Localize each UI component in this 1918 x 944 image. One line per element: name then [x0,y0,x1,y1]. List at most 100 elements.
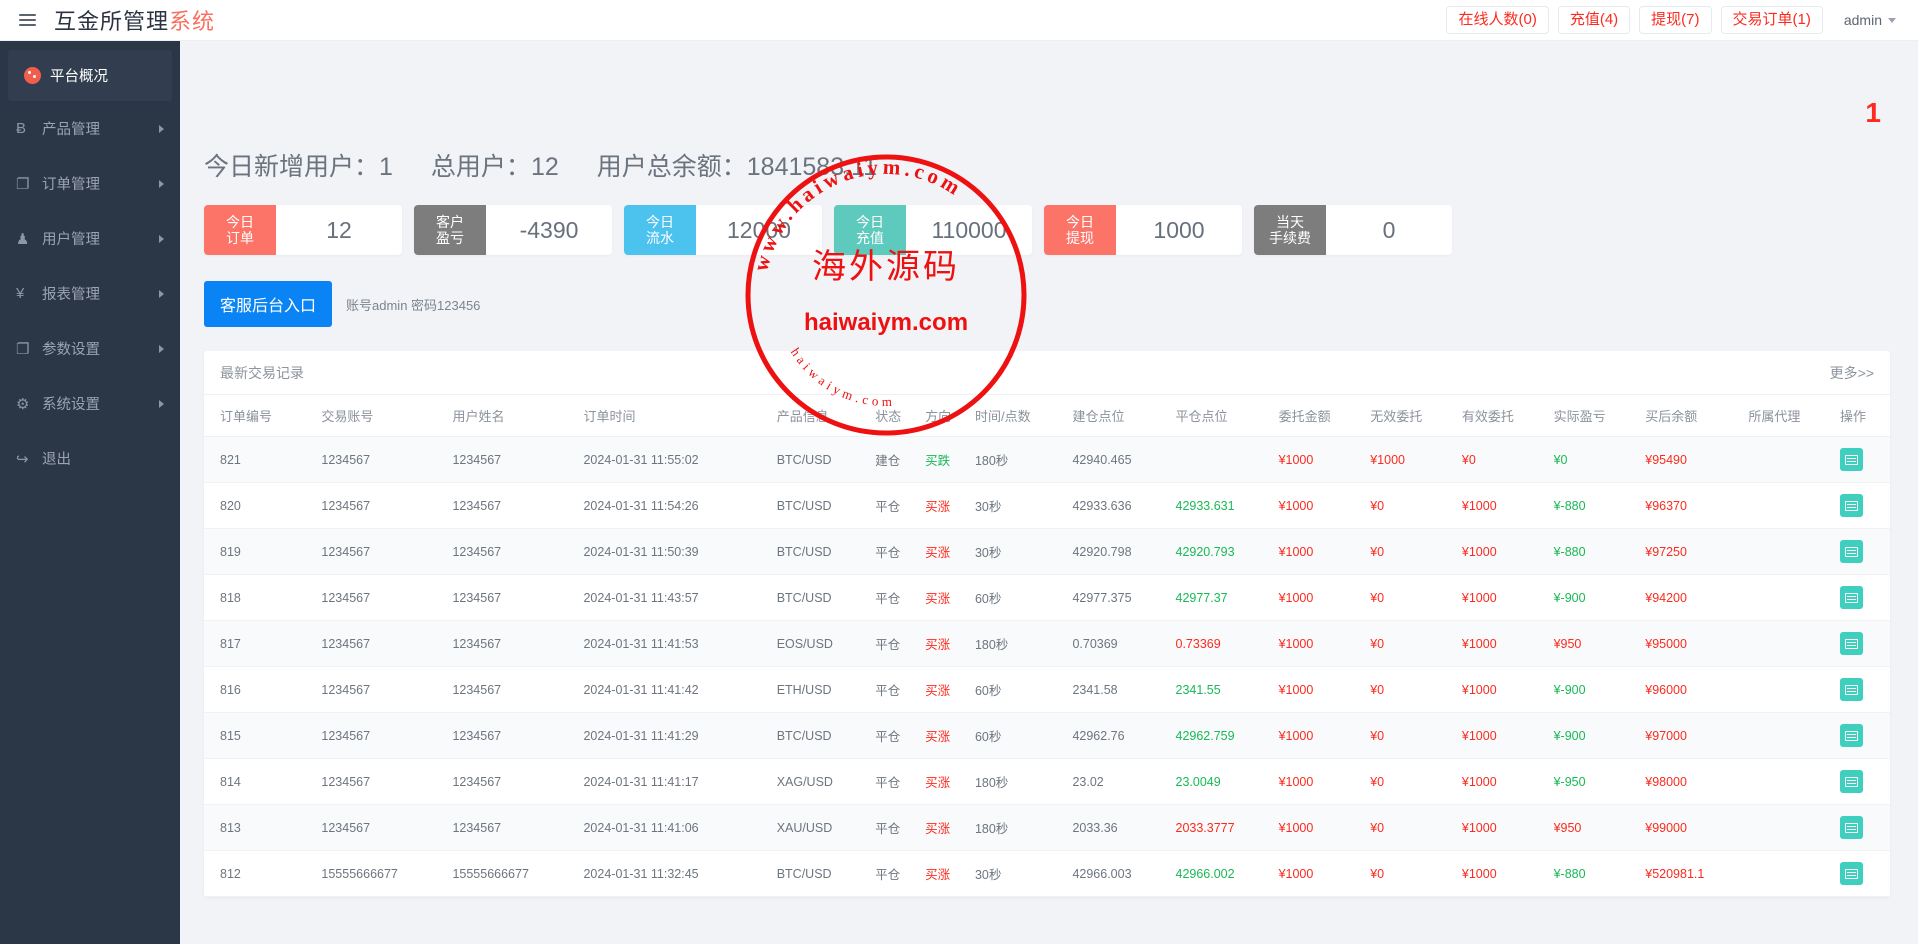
chevron-right-icon [159,124,164,133]
cell-status: 平仓 [875,482,926,529]
table-row[interactable]: 817 1234567 1234567 2024-01-31 11:41:53 EOS/… [204,620,1890,667]
detail-icon[interactable] [1839,724,1863,747]
stat-card-value: 12 [326,216,352,243]
cell-valid: ¥1000 [1461,574,1554,621]
online-count-pill[interactable]: 在线人数(0) [1446,6,1549,34]
hamburger-icon[interactable] [0,0,54,41]
cell-agent [1748,574,1840,621]
cell-operation [1839,620,1890,667]
column-header: 实际盈亏 [1553,395,1646,437]
table-row[interactable]: 819 1234567 1234567 2024-01-31 11:50:39 BTC/… [204,528,1890,575]
cs-backend-entry-button[interactable]: 客服后台入口 [204,281,333,327]
recharge-count-pill[interactable]: 充值(4) [1557,6,1631,34]
detail-icon[interactable] [1839,586,1863,609]
sidebar-item-label: 退出 [42,452,71,468]
cell-time: 2024-01-31 11:41:17 [583,758,777,805]
cell-id: 812 [204,850,322,897]
cell-name: 15555666677 [452,850,584,897]
panel-title: 最新交易记录 [220,364,304,381]
cell-dir: 买涨 [925,620,975,667]
table-row[interactable]: 813 1234567 1234567 2024-01-31 11:41:06 XAU/… [204,804,1890,851]
gear-icon: ⚙ [16,395,30,413]
table-row[interactable]: 815 1234567 1234567 2024-01-31 11:41:29 BTC/… [204,712,1890,759]
cell-invalid: ¥0 [1370,574,1462,621]
sidebar-item-order[interactable]: ❐ 订单管理 [0,156,180,211]
cell-balance: ¥96370 [1645,482,1749,529]
cell-amount: ¥1000 [1278,666,1371,713]
cell-dir: 买跌 [925,436,975,483]
table-row[interactable]: 814 1234567 1234567 2024-01-31 11:41:17 XAG/… [204,758,1890,805]
detail-icon[interactable] [1839,862,1863,885]
table-row[interactable]: 820 1234567 1234567 2024-01-31 11:54:26 BTC/… [204,482,1890,529]
cell-agent [1748,850,1840,897]
column-header: 无效委托 [1370,395,1462,437]
chevron-right-icon [159,344,164,353]
detail-icon[interactable] [1839,770,1863,793]
cell-product: EOS/USD [776,620,876,667]
trades-table: 订单编号 交易账号 用户姓名 订单时间 产品信息 状态 方向 时间/点数 建仓点位 平仓点位 委托金… [204,395,1890,897]
sidebar-item-label: 系统设置 [42,397,100,413]
cell-id: 815 [204,712,322,759]
cell-dir: 买涨 [925,482,975,529]
cell-operation [1839,666,1890,713]
cell-pnl: ¥-880 [1553,850,1646,897]
sidebar-item-user[interactable]: ♟ 用户管理 [0,211,180,266]
column-header: 委托金额 [1278,395,1371,437]
trades-table-body: 821 1234567 1234567 2024-01-31 11:55:02 BTC/… [204,436,1890,897]
cell-pnl: ¥-900 [1553,666,1646,713]
detail-icon[interactable] [1839,678,1863,701]
sidebar-item-system[interactable]: ⚙ 系统设置 [0,376,180,431]
cell-pnl: ¥-950 [1553,758,1646,805]
column-header: 订单时间 [583,395,777,437]
withdraw-count-pill[interactable]: 提现(7) [1639,6,1712,34]
detail-icon[interactable] [1839,494,1863,517]
panel-more-link[interactable]: 更多>> [1829,364,1874,381]
cell-product: BTC/USD [776,712,876,759]
column-header: 状态 [875,395,926,437]
column-header: 建仓点位 [1072,395,1176,437]
sidebar-item-params[interactable]: ❐ 参数设置 [0,321,180,376]
cell-balance: ¥99000 [1645,804,1749,851]
table-row[interactable]: 816 1234567 1234567 2024-01-31 11:41:42 ETH/… [204,666,1890,713]
stat-card-label: 当天 手续费 [1254,205,1326,255]
sidebar-item-report[interactable]: ¥ 报表管理 [0,266,180,321]
cell-name: 1234567 [452,574,584,621]
detail-icon[interactable] [1839,540,1863,563]
detail-icon[interactable] [1839,448,1863,471]
column-header: 买后余额 [1645,395,1749,437]
cell-invalid: ¥0 [1370,620,1462,667]
table-row[interactable]: 818 1234567 1234567 2024-01-31 11:43:57 BTC/… [204,574,1890,621]
admin-user-label: admin [1843,12,1882,28]
cell-open: 42966.003 [1072,850,1176,897]
sidebar-item-product[interactable]: Ƀ 产品管理 [0,101,180,156]
trade-order-count-pill[interactable]: 交易订单(1) [1720,6,1823,34]
cell-operation [1839,482,1890,529]
stat-card-label: 今日 订单 [204,205,276,255]
admin-user-menu[interactable]: admin [1832,8,1904,32]
cell-id: 813 [204,804,322,851]
summary-value: 1841583.11 [746,153,877,181]
cell-period: 60秒 [974,574,1073,621]
cell-time: 2024-01-31 11:54:26 [583,482,777,529]
table-row[interactable]: 821 1234567 1234567 2024-01-31 11:55:02 BTC/… [204,436,1890,483]
detail-icon[interactable] [1839,816,1863,839]
cell-product: XAU/USD [776,804,876,851]
summary-total-users: 总用户：12 [431,147,559,183]
chevron-right-icon [159,289,164,298]
cell-balance: ¥95490 [1645,436,1749,483]
stat-card-today-turnover: 今日 流水 12000 [624,205,822,255]
sidebar-item-dashboard[interactable]: 平台概况 [8,50,172,101]
cell-agent [1748,712,1840,759]
cell-id: 819 [204,528,322,575]
cell-close: 2341.55 [1175,666,1279,713]
cell-open: 42977.375 [1072,574,1176,621]
chevron-right-icon [159,399,164,408]
sidebar-item-logout[interactable]: ↪ 退出 [0,431,180,486]
cell-close: 42920.793 [1175,528,1279,575]
cell-id: 816 [204,666,322,713]
cell-dir: 买涨 [925,666,975,713]
table-row[interactable]: 812 15555666677 15555666677 2024-01-31 11:3… [204,850,1890,897]
sidebar: 平台概况 Ƀ 产品管理 ❐ 订单管理 ♟ 用户管理 ¥ 报表管理 ❐ 参数设置 [0,41,180,944]
main-content: 1 今日新增用户：1 总用户：12 用户总余额：1841583.11 今日 订单 1… [180,41,1918,944]
detail-icon[interactable] [1839,632,1863,655]
